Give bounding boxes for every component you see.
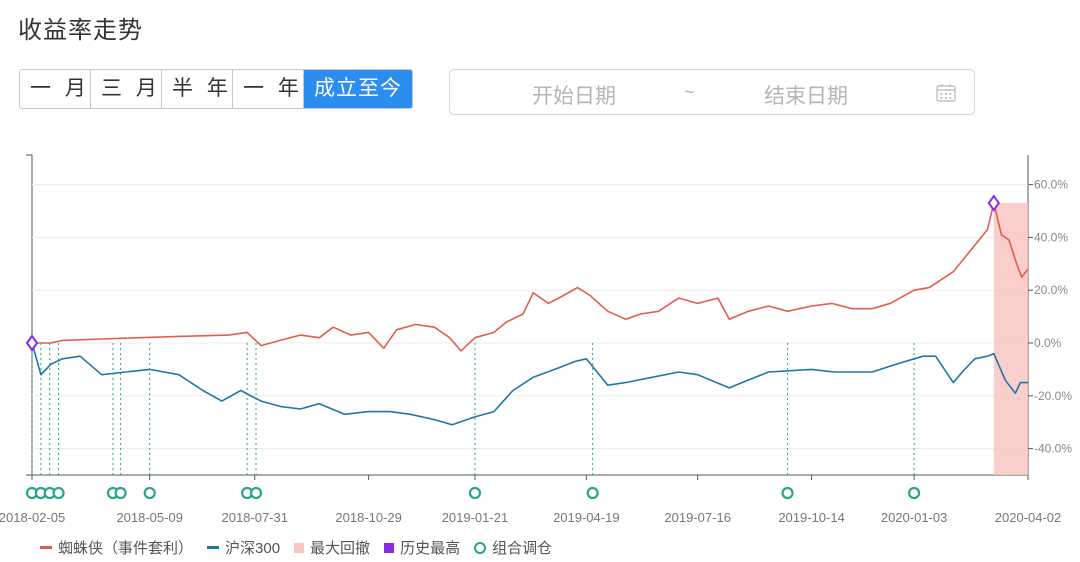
legend-rebalance[interactable]: 组合调仓	[474, 537, 552, 558]
legend-index-swatch	[207, 546, 220, 549]
legend-historical-high[interactable]: 历史最高	[384, 537, 460, 558]
date-range-picker[interactable]: 开始日期 ~ 结束日期	[449, 69, 975, 115]
x-tick-label: 2020-01-03	[881, 510, 948, 525]
y-tick-label: 0.0%	[1034, 336, 1062, 350]
historical-high-marker[interactable]	[25, 334, 39, 352]
x-tick-label: 2020-04-02	[995, 510, 1062, 525]
y-tick-label: 60.0%	[1034, 178, 1068, 192]
returns-chart: 60.0% 40.0% 20.0% 0.0% -20.0% -40.0% 2018-02-0…	[0, 154, 1072, 525]
range-1-month-button[interactable]: 一 月	[20, 70, 91, 108]
end-date-input[interactable]: 结束日期	[764, 85, 848, 108]
rebalance-marker[interactable]	[114, 486, 127, 500]
rebalance-marker[interactable]	[781, 486, 794, 500]
rebalance-marker[interactable]	[586, 486, 599, 500]
y-tick-label: -20.0%	[1034, 389, 1072, 403]
rebalance-marker[interactable]	[907, 486, 921, 500]
rebalance-marker[interactable]	[468, 486, 482, 500]
x-tick-label: 2018-05-09	[116, 510, 183, 525]
legend-rebalance-label: 组合调仓	[492, 540, 553, 557]
rebalance-marker[interactable]	[143, 486, 156, 500]
x-tick-label: 2018-07-31	[221, 510, 288, 525]
legend-index-label: 沪深300	[225, 540, 281, 557]
historical-high-marker[interactable]	[987, 194, 1001, 212]
y-tick-label: 40.0%	[1034, 230, 1068, 244]
page-title: 收益率走势	[18, 17, 143, 44]
rebalance-marker[interactable]	[249, 486, 263, 500]
legend-drawdown-swatch	[294, 542, 305, 553]
x-tick-label: 2019-10-14	[778, 510, 845, 525]
legend-index[interactable]: 沪深300	[207, 537, 280, 558]
range-1-year-button[interactable]: 一 年	[233, 70, 304, 108]
legend-drawdown-label: 最大回撤	[310, 540, 371, 557]
legend-fund[interactable]: 蜘蛛侠（事件套利）	[40, 537, 193, 558]
rebalance-marker[interactable]	[52, 486, 65, 500]
x-tick-label: 2019-07-16	[664, 510, 731, 525]
calendar-icon[interactable]	[936, 83, 956, 102]
legend-peak-swatch	[384, 542, 395, 553]
fund-return-line[interactable]	[32, 202, 1029, 352]
range-half-year-button[interactable]: 半 年	[162, 70, 233, 108]
x-tick-label: 2019-01-21	[442, 510, 509, 525]
x-tick-label: 2019-04-19	[553, 510, 620, 525]
legend-peak-label: 历史最高	[400, 540, 461, 557]
range-3-months-button[interactable]: 三 月	[91, 70, 162, 108]
chart-legend: 蜘蛛侠（事件套利） 沪深300 最大回撤 历史最高 组合调仓	[40, 537, 566, 558]
legend-max-drawdown[interactable]: 最大回撤	[294, 537, 370, 558]
csi300-return-line[interactable]	[31, 342, 1028, 426]
date-separator: ~	[684, 82, 695, 102]
start-date-input[interactable]: 开始日期	[532, 85, 616, 108]
y-tick-label: 20.0%	[1034, 283, 1068, 297]
range-since-inception-button[interactable]: 成立至今	[304, 70, 412, 108]
x-tick-label: 2018-10-29	[335, 510, 402, 525]
legend-rebalance-swatch	[474, 541, 487, 554]
y-tick-label: -40.0%	[1034, 442, 1072, 456]
legend-fund-swatch	[40, 546, 52, 549]
time-range-selector: 一 月 三 月 半 年 一 年 成立至今	[19, 69, 413, 109]
legend-fund-label: 蜘蛛侠（事件套利）	[58, 540, 194, 557]
x-tick-label: 2018-02-05	[0, 510, 65, 525]
